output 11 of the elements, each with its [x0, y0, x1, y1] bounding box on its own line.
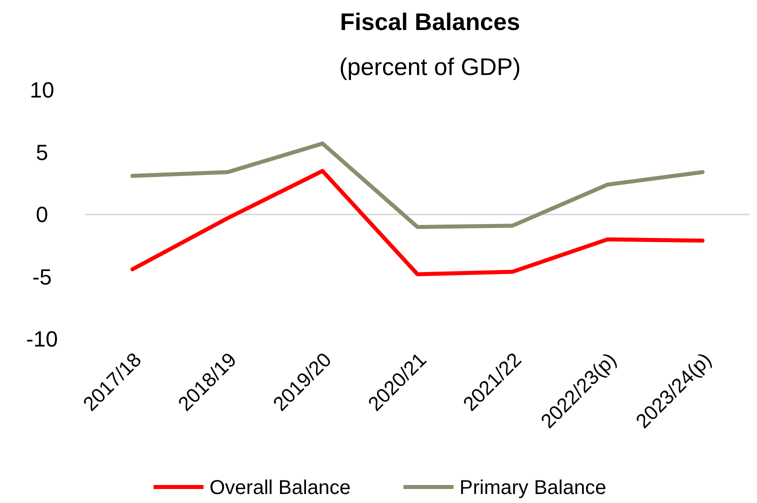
chart-subtitle: (percent of GDP) — [339, 54, 521, 81]
legend-label: Overall Balance — [210, 477, 351, 499]
line-series — [130, 142, 704, 229]
line-series — [130, 168, 704, 276]
y-tick-label: -5 — [32, 264, 52, 290]
chart-title: Fiscal Balances — [340, 9, 520, 36]
y-tick-label: 10 — [30, 78, 54, 103]
y-tick-label: 0 — [36, 202, 48, 228]
y-tick-label: 5 — [36, 140, 48, 165]
legend-label: Primary Balance — [460, 477, 606, 499]
y-tick-label: -10 — [26, 326, 58, 352]
